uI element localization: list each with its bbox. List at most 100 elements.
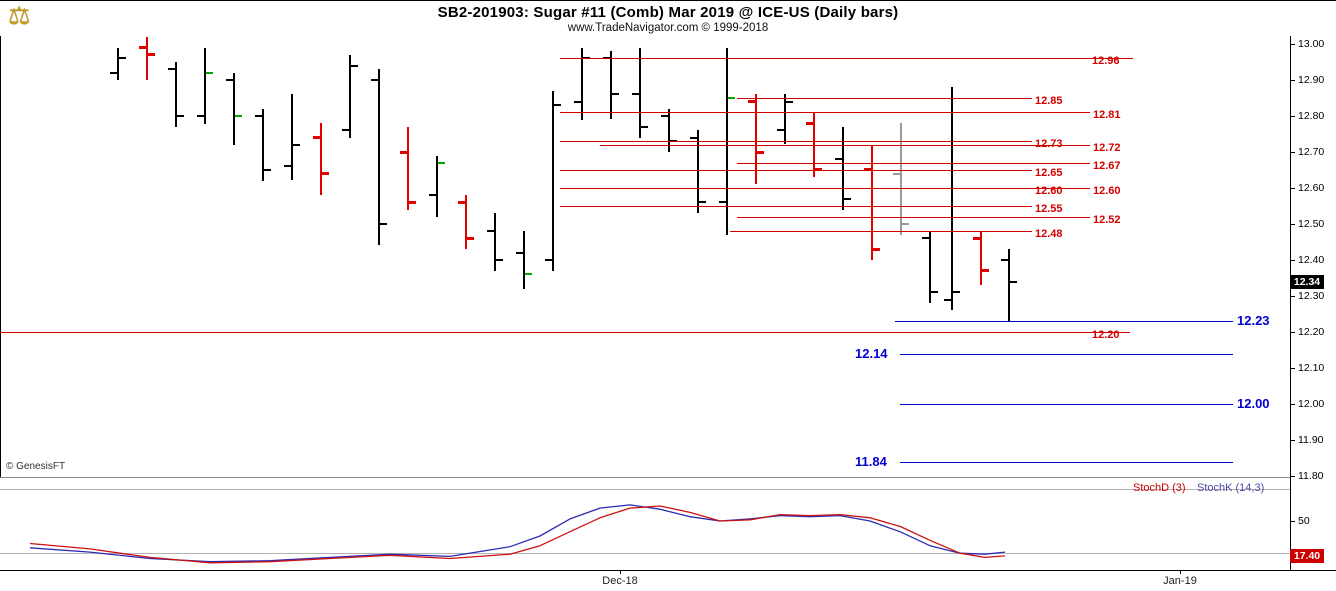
- ohlc-close-tick: [206, 72, 213, 74]
- ohlc-bar-range: [204, 48, 206, 124]
- ohlc-open-tick: [835, 158, 842, 160]
- resistance-label: 12.96: [1092, 55, 1120, 67]
- ohlc-bar-range: [523, 231, 525, 289]
- ohlc-open-tick: [226, 79, 233, 81]
- resistance-line[interactable]: [560, 206, 1032, 207]
- resistance-line[interactable]: [560, 141, 1032, 142]
- genesis-logo-icon[interactable]: ⚖: [8, 2, 31, 30]
- ohlc-open-tick: [197, 115, 204, 117]
- resistance-line[interactable]: [737, 163, 1090, 164]
- ohlc-bar-range: [320, 123, 322, 195]
- price-axis-tick: [1290, 188, 1295, 189]
- ohlc-open-tick: [255, 115, 262, 117]
- ohlc-open-tick: [545, 259, 552, 261]
- resistance-line[interactable]: [600, 145, 1090, 146]
- ohlc-bar-range: [233, 73, 235, 145]
- chart-title: SB2-201903: Sugar #11 (Comb) Mar 2019 @ …: [437, 4, 899, 21]
- ohlc-close-tick: [264, 169, 271, 171]
- ohlc-close-tick: [351, 65, 358, 67]
- price-pane-left-border: [0, 36, 1, 478]
- price-axis-label: 13.00: [1298, 38, 1325, 50]
- ohlc-bar-range: [262, 109, 264, 181]
- ohlc-open-tick: [806, 122, 813, 125]
- resistance-line[interactable]: [560, 112, 1090, 113]
- ohlc-open-tick: [719, 201, 726, 203]
- ohlc-open-tick: [944, 299, 951, 301]
- stoch-axis-label: 50: [1298, 515, 1310, 527]
- support-line[interactable]: [900, 404, 1233, 405]
- price-axis-label: 12.10: [1298, 362, 1325, 374]
- ohlc-bar-range: [784, 94, 786, 144]
- resistance-line[interactable]: [737, 98, 1032, 99]
- ohlc-bar-range: [980, 231, 982, 285]
- ohlc-close-tick: [322, 172, 329, 175]
- support-line[interactable]: [900, 462, 1233, 463]
- price-axis-label: 12.30: [1298, 290, 1325, 302]
- ohlc-close-tick: [757, 151, 764, 154]
- ohlc-close-tick: [554, 104, 561, 106]
- ohlc-close-tick: [525, 273, 532, 275]
- ohlc-bar-range: [175, 62, 177, 127]
- chart-subtitle: www.TradeNavigator.com © 1999-2018: [567, 22, 769, 34]
- ohlc-open-tick: [458, 201, 465, 204]
- ohlc-close-tick: [873, 248, 880, 251]
- resistance-line[interactable]: [737, 188, 1090, 189]
- resistance-line[interactable]: [560, 170, 1032, 171]
- ohlc-close-tick: [786, 101, 793, 103]
- resistance-label: 12.20: [1092, 329, 1120, 341]
- last-price-badge: 12.34: [1290, 275, 1324, 289]
- ohlc-close-tick: [380, 223, 387, 225]
- ohlc-open-tick: [110, 72, 117, 74]
- resistance-line[interactable]: [560, 58, 1133, 59]
- legend-stochd[interactable]: StochD (3): [1133, 482, 1186, 494]
- ohlc-open-tick: [313, 136, 320, 139]
- price-axis-border[interactable]: [1290, 36, 1291, 570]
- ohlc-bar-range: [465, 195, 467, 249]
- resistance-label: 12.65: [1035, 167, 1063, 179]
- ohlc-close-tick: [815, 168, 822, 171]
- ohlc-bar-range: [291, 94, 293, 180]
- price-axis-tick: [1290, 440, 1295, 441]
- ohlc-close-tick: [177, 115, 184, 117]
- stoch-gridline: [0, 553, 1290, 554]
- ohlc-open-tick: [661, 115, 668, 117]
- ohlc-open-tick: [690, 137, 697, 139]
- price-axis-label: 12.90: [1298, 74, 1325, 86]
- ohlc-open-tick: [516, 252, 523, 254]
- support-line[interactable]: [900, 354, 1233, 355]
- resistance-line[interactable]: [0, 332, 1130, 333]
- support-line[interactable]: [895, 321, 1233, 322]
- date-axis-label: Dec-18: [602, 575, 638, 587]
- price-axis-tick: [1290, 476, 1295, 477]
- date-axis-label: Jan-19: [1163, 575, 1197, 587]
- ohlc-bar-range: [813, 112, 815, 177]
- resistance-line[interactable]: [737, 217, 1090, 218]
- support-label: 12.23: [1237, 313, 1270, 328]
- resistance-line[interactable]: [730, 231, 1032, 232]
- ohlc-close-tick: [119, 57, 126, 59]
- resistance-label: 12.60: [1093, 185, 1121, 197]
- ohlc-bar-range: [871, 145, 873, 260]
- price-axis-label: 12.70: [1298, 146, 1325, 158]
- ohlc-open-tick: [748, 100, 755, 103]
- ohlc-open-tick: [168, 68, 175, 70]
- ohlc-bar-range: [842, 127, 844, 210]
- ohlc-close-tick: [409, 201, 416, 204]
- price-axis-tick: [1290, 260, 1295, 261]
- resistance-label: 12.60: [1035, 185, 1063, 197]
- ohlc-bar-range: [349, 55, 351, 138]
- ohlc-open-tick: [487, 230, 494, 232]
- genesisft-watermark: © GenesisFT: [6, 461, 66, 472]
- ohlc-bar-range: [494, 213, 496, 271]
- ohlc-bar-range: [639, 48, 641, 138]
- legend-stochk[interactable]: StochK (14,3): [1197, 482, 1265, 494]
- price-axis-tick: [1290, 296, 1295, 297]
- ohlc-bar-range: [146, 37, 148, 80]
- ohlc-close-tick: [931, 291, 938, 293]
- resistance-label: 12.55: [1035, 203, 1063, 215]
- price-axis-tick: [1290, 332, 1295, 333]
- ohlc-open-tick: [139, 46, 146, 49]
